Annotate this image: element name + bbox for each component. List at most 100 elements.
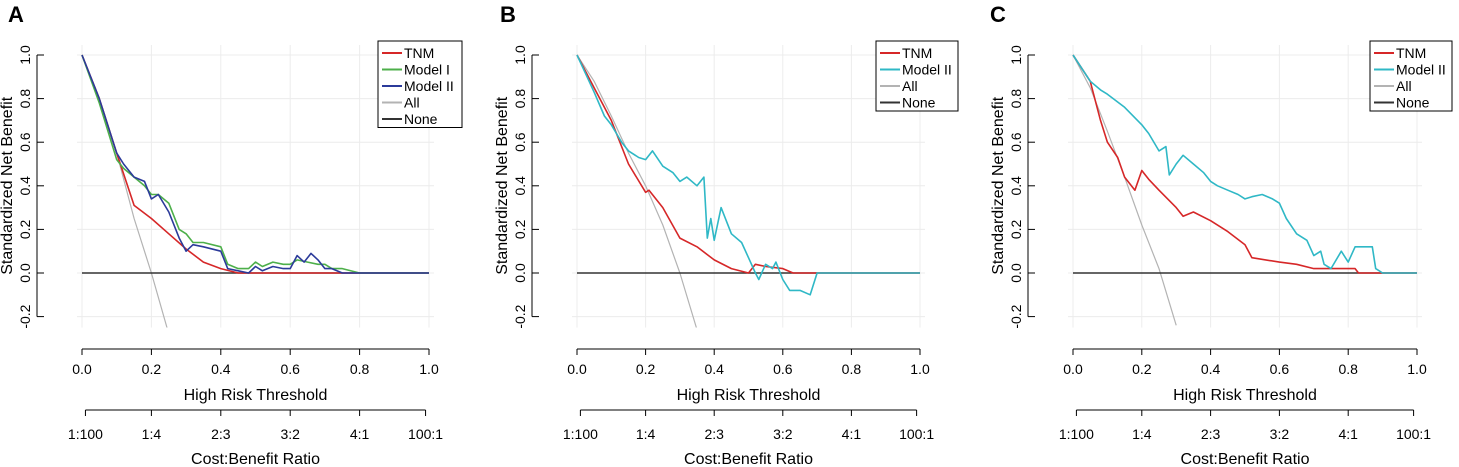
cost-benefit-tick-label: 1:4	[1132, 426, 1152, 442]
y-tick-label: 0.6	[17, 132, 33, 152]
cost-benefit-tick-label: 1:100	[68, 426, 103, 442]
cost-benefit-tick-label: 2:3	[1201, 426, 1221, 442]
legend-label: TNM	[902, 45, 932, 61]
y-tick-label: 0.6	[512, 132, 528, 152]
x-tick-label: 1.0	[1407, 361, 1427, 377]
y-axis: -0.2 0.0 0.2 0.4 0.6 0.8 1.0 Standardized Net B…	[990, 45, 1035, 329]
legend-label: Model I	[404, 62, 450, 78]
y-tick-label: 0.8	[512, 89, 528, 109]
series-group	[81, 54, 429, 328]
y-axis-label: Standardized Net Benefit	[0, 96, 16, 274]
series-line-tnm	[576, 54, 920, 274]
panel-a: A -0.2 0.0 0.2 0.4 0.6 0.8 1.0 Standardized Net …	[0, 2, 463, 467]
y-axis-label: Standardized Net Benefit	[990, 96, 1007, 274]
y-tick-label: 0.4	[512, 176, 528, 196]
x-tick-label: 0.4	[211, 361, 231, 377]
series-group	[576, 54, 920, 328]
legend-label: Model II	[902, 62, 952, 78]
series-line-all	[1072, 54, 1177, 326]
cost-benefit-tick-label: 3:2	[773, 426, 793, 442]
panel-c: C -0.2 0.0 0.2 0.4 0.6 0.8 1.0 Standardized Net …	[990, 2, 1453, 467]
x-tick-label: 1.0	[419, 361, 439, 377]
cost-benefit-tick-label: 1:4	[636, 426, 656, 442]
x-tick-label: 0.6	[280, 361, 300, 377]
legend-label: Model II	[1396, 62, 1446, 78]
series-line-tnm	[81, 54, 429, 274]
x-tick-label: 0.2	[1132, 361, 1152, 377]
legend-label: None	[1396, 95, 1430, 111]
series-line-model-i	[81, 54, 429, 274]
x-tick-label: 0.2	[636, 361, 656, 377]
cost-benefit-tick-label: 100:1	[408, 426, 443, 442]
y-tick-label: -0.2	[17, 304, 33, 328]
panel-label: C	[990, 2, 1006, 27]
legend-label: TNM	[404, 45, 434, 61]
y-tick-label: 0.6	[1008, 132, 1024, 152]
x-axis: 0.0 0.2 0.4 0.6 0.8 1.0 High Risk Threshold	[1063, 348, 1427, 404]
gridlines	[1068, 45, 1422, 328]
x-tick-label: 0.4	[704, 361, 724, 377]
y-tick-label: 0.0	[17, 263, 33, 283]
cost-benefit-tick-label: 100:1	[899, 426, 934, 442]
legend-label: None	[404, 111, 438, 127]
y-tick-label: 1.0	[1008, 45, 1024, 65]
series-line-tnm	[1072, 54, 1417, 274]
y-tick-label: 0.4	[1008, 176, 1024, 196]
series-group	[1072, 54, 1417, 326]
gridlines	[572, 45, 925, 328]
panel-b: B -0.2 0.0 0.2 0.4 0.6 0.8 1.0 Standardized Net …	[494, 2, 959, 467]
cost-benefit-axis-label: Cost:Benefit Ratio	[191, 451, 320, 467]
cost-benefit-tick-label: 2:3	[211, 426, 231, 442]
cost-benefit-tick-label: 2:3	[704, 426, 724, 442]
cost-benefit-tick-label: 1:4	[142, 426, 162, 442]
panel-label: A	[8, 2, 24, 27]
legend-label: All	[902, 78, 918, 94]
x-tick-label: 0.0	[72, 361, 92, 377]
y-tick-label: -0.2	[512, 304, 528, 328]
cost-benefit-tick-label: 100:1	[1396, 426, 1431, 442]
cost-benefit-axis-label: Cost:Benefit Ratio	[684, 451, 813, 467]
legend-label: TNM	[1396, 45, 1426, 61]
x-axis-label: High Risk Threshold	[184, 387, 328, 404]
x-axis: 0.0 0.2 0.4 0.6 0.8 1.0 High Risk Threshold	[72, 348, 439, 404]
y-tick-label: 0.4	[17, 176, 33, 196]
y-tick-label: 1.0	[17, 45, 33, 65]
y-tick-label: 0.2	[512, 219, 528, 239]
y-axis-label: Standardized Net Benefit	[494, 96, 511, 274]
x-tick-label: 0.8	[1338, 361, 1358, 377]
x-axis-label: High Risk Threshold	[1173, 387, 1317, 404]
cost-benefit-tick-label: 1:100	[1059, 426, 1094, 442]
x-tick-label: 0.6	[773, 361, 793, 377]
y-tick-label: -0.2	[1008, 304, 1024, 328]
cost-benefit-tick-label: 4:1	[350, 426, 370, 442]
x-tick-label: 0.4	[1201, 361, 1221, 377]
x-tick-label: 0.8	[842, 361, 862, 377]
y-tick-label: 0.0	[512, 263, 528, 283]
legend-label: Model II	[404, 78, 454, 94]
y-tick-label: 0.8	[1008, 89, 1024, 109]
x-axis: 0.0 0.2 0.4 0.6 0.8 1.0 High Risk Threshold	[567, 348, 930, 404]
y-axis: -0.2 0.0 0.2 0.4 0.6 0.8 1.0 Standardized Net B…	[0, 45, 44, 329]
x-tick-label: 1.0	[910, 361, 930, 377]
x-tick-label: 0.6	[1270, 361, 1290, 377]
cost-benefit-axis: 1:100 1:4 2:3 3:2 4:1 100:1 Cost:Benefit Ratio	[563, 409, 934, 467]
panel-label: B	[500, 2, 516, 27]
x-tick-label: 0.8	[350, 361, 370, 377]
legend-box	[377, 40, 463, 128]
y-tick-label: 0.0	[1008, 263, 1024, 283]
y-axis: -0.2 0.0 0.2 0.4 0.6 0.8 1.0 Standardized Net B…	[494, 45, 539, 329]
y-tick-label: 0.2	[1008, 219, 1024, 239]
cost-benefit-tick-label: 4:1	[842, 426, 862, 442]
cost-benefit-tick-label: 1:100	[563, 426, 598, 442]
series-line-all	[576, 54, 697, 328]
y-tick-label: 1.0	[512, 45, 528, 65]
series-line-model-ii	[1072, 54, 1417, 274]
cost-benefit-tick-label: 3:2	[280, 426, 300, 442]
cost-benefit-axis: 1:100 1:4 2:3 3:2 4:1 100:1 Cost:Benefit Ratio	[1059, 409, 1431, 467]
y-tick-label: 0.8	[17, 89, 33, 109]
cost-benefit-tick-label: 4:1	[1338, 426, 1358, 442]
